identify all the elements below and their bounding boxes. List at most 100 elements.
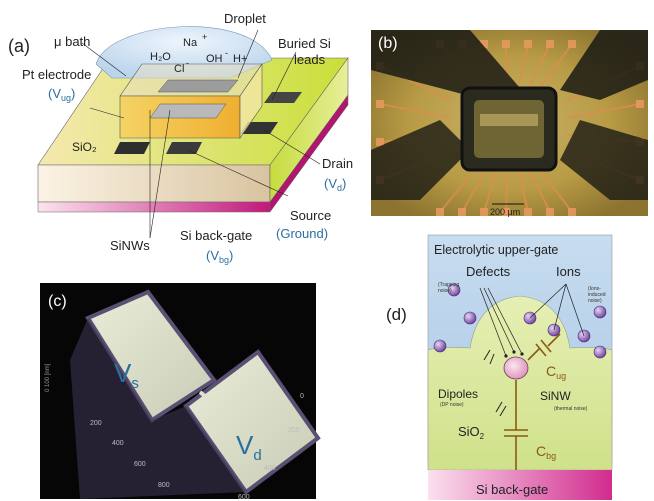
leads-label: leads	[294, 52, 326, 67]
c-bg-capacitor	[504, 380, 528, 470]
afm-tick-right: 200	[288, 427, 300, 434]
ion	[593, 305, 607, 319]
back-gate-side	[269, 94, 349, 213]
sinws-label: SiNWs	[110, 238, 150, 253]
afm-tick-right: 400	[264, 465, 276, 472]
pad-front-left	[114, 142, 150, 154]
leader-pt-electrode	[89, 107, 125, 119]
cl-label: Cl	[174, 63, 184, 75]
drain-label: Drain	[322, 156, 353, 171]
si-back-gate-d-label: Si back-gate	[476, 482, 548, 497]
contact-pad	[436, 208, 444, 216]
oh-minus: -	[225, 48, 228, 58]
afm-tick-right: 0	[300, 393, 304, 400]
contact-pad	[568, 40, 576, 48]
contact-pad	[376, 100, 384, 108]
inner-channel	[149, 103, 227, 119]
panel-a-tag: (a)	[8, 36, 30, 56]
c-ug-label: Cug	[546, 363, 566, 381]
copper-lead	[526, 165, 551, 213]
copper-lead	[536, 43, 573, 92]
microbath-side	[239, 63, 263, 139]
probe-needle-bottom-left	[371, 120, 470, 200]
contact-pad	[480, 208, 488, 216]
copper-lead	[379, 103, 452, 119]
ion	[447, 283, 461, 297]
v-bg-label: (Vbg)	[206, 248, 233, 265]
vd-label: Vd	[236, 430, 262, 464]
panel-b-tag: (b)	[378, 35, 398, 52]
chip-front-face	[37, 164, 271, 203]
defect-leader-1	[479, 287, 507, 357]
mu-bath-label: μ bath	[54, 34, 90, 49]
probe-needle-bottom-right	[560, 120, 648, 200]
nanowire-cross-section	[503, 356, 529, 380]
afm-tick-left: 600	[134, 461, 146, 468]
cl-minus: -	[186, 58, 189, 68]
vs-label: Vs	[114, 358, 139, 392]
buried-si-label: Buried Si	[278, 36, 331, 51]
leader-droplet	[237, 29, 259, 79]
ion-leader-1	[529, 283, 567, 319]
afm-tick-left: 800	[158, 482, 170, 489]
dipoles-label: Dipoles	[438, 387, 478, 401]
panel-c-afm-image: (c) Vs Vd 0 100 [nm] 200 400 600 800 0 200 400…	[40, 283, 321, 501]
probe-needle-top-right	[560, 30, 648, 100]
c-bg-label: Cbg	[536, 443, 556, 461]
afm-tick-right: 600	[238, 494, 250, 501]
afm-tick-left: 200	[90, 420, 102, 427]
dp-noise-label: (DP noise)	[440, 402, 464, 408]
oh-label: OH	[206, 53, 223, 65]
dipole-arrows-upper	[483, 349, 495, 365]
na-plus: +	[202, 32, 207, 42]
pad-right-upper	[264, 92, 302, 103]
copper-lead	[483, 166, 499, 213]
droplet-label: Droplet	[224, 11, 266, 26]
ions-noise-label-3: noise)	[588, 298, 602, 304]
contact-pad	[546, 208, 554, 216]
copper-lead	[567, 103, 641, 119]
thermal-noise-label: (thermal noise)	[554, 406, 588, 412]
ion	[433, 339, 447, 353]
leader-mu-bath	[81, 42, 127, 77]
electrolytic-upper-gate-label: Electrolytic upper-gate	[434, 243, 558, 257]
panel-d-noise-schematic: (d) Electrolytic upper-gate Defects (Tra…	[386, 234, 613, 500]
defect-leader-3	[487, 287, 523, 355]
pad-drain	[240, 122, 278, 134]
afm-shadow	[70, 318, 246, 499]
contact-pad	[524, 208, 532, 216]
h-plus-label: H+	[233, 53, 247, 65]
leader-buried-leads	[271, 51, 297, 101]
ions-label: Ions	[556, 264, 581, 279]
scale-bar-label: 200 μm	[490, 207, 520, 217]
contact-pad	[480, 40, 488, 48]
ion-leader-2	[553, 283, 567, 331]
pt-electrode-label: Pt electrode	[22, 67, 91, 82]
probe-needle-top-left	[371, 30, 520, 96]
ion	[463, 311, 477, 325]
panel-c-tag: (c)	[48, 293, 67, 310]
contact-pad	[546, 40, 554, 48]
sio2-d-label: SiO2	[458, 424, 485, 441]
inner-window	[157, 79, 239, 93]
contact-pad	[502, 40, 510, 48]
afm-nanowire	[198, 390, 214, 404]
contact-pad	[524, 40, 532, 48]
defects-label: Defects	[466, 264, 511, 279]
panel-a-device-schematic: (a) μ bath Droplet Na + H₂O OH - H+ Cl -…	[8, 11, 353, 265]
contact-pad	[458, 208, 466, 216]
copper-lead	[526, 43, 551, 92]
afm-tick-left: 400	[112, 440, 124, 447]
c-ug-capacitor	[527, 333, 561, 361]
afm-z-axis-label: 0 100 [nm]	[45, 363, 51, 392]
sio2-label: SiO₂	[72, 140, 97, 154]
source-label: Source	[290, 208, 331, 223]
si-back-gate-label: Si back-gate	[180, 228, 252, 243]
v-ug-label: (Vug)	[48, 86, 75, 103]
contact-pad	[502, 208, 510, 216]
na-label: Na	[183, 37, 198, 49]
copper-lead	[516, 166, 529, 213]
defect-dot-3	[520, 352, 524, 356]
v-d-label: (Vd)	[324, 176, 346, 193]
